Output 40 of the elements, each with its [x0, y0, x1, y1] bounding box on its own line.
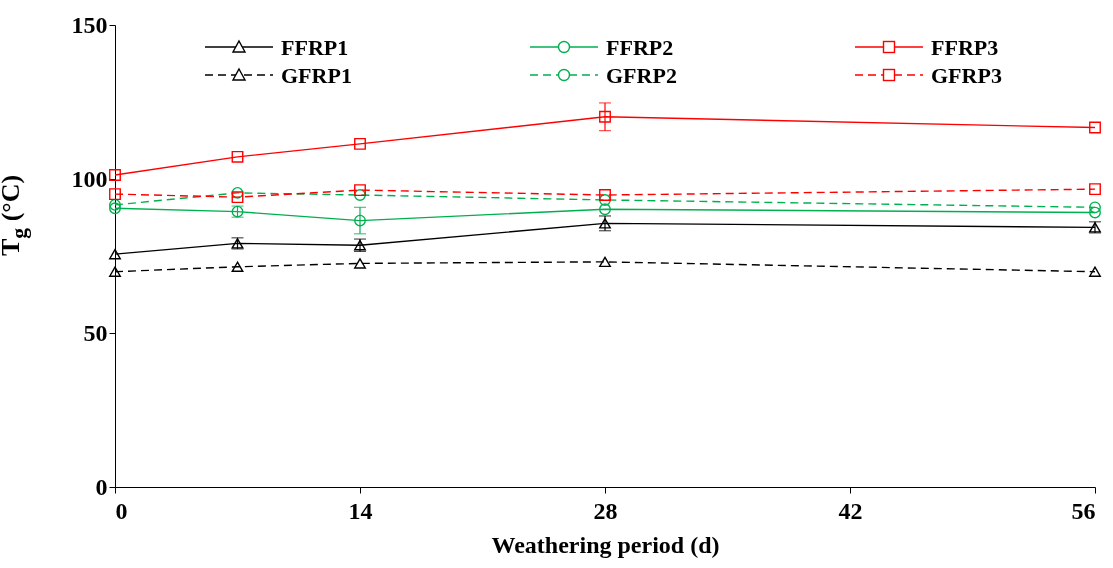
x-tick-label: 56	[1071, 497, 1096, 524]
point	[231, 186, 244, 199]
x-tick-label: 28	[593, 497, 618, 524]
point	[231, 150, 244, 163]
point	[599, 256, 611, 268]
point	[354, 214, 366, 227]
point	[599, 110, 611, 123]
y-tick-label: 50	[83, 319, 108, 346]
y-tick-label: 150	[71, 11, 108, 38]
point	[109, 169, 121, 181]
y-tick-label: 0	[95, 473, 108, 500]
point	[1089, 183, 1101, 196]
point	[354, 137, 366, 150]
point	[1089, 201, 1101, 214]
point	[354, 258, 366, 269]
legend-label: GFRP1	[281, 63, 352, 88]
legend-label: FFRP1	[281, 35, 349, 60]
legend-label: FFRP3	[931, 35, 999, 60]
y-tick-label: 100	[71, 165, 108, 192]
point	[109, 202, 121, 215]
x-tick-label: 42	[838, 497, 863, 524]
point	[599, 194, 611, 206]
point	[599, 189, 611, 201]
legend-label: FFRP2	[606, 35, 674, 60]
point	[109, 266, 121, 277]
point	[1089, 266, 1101, 277]
point	[231, 261, 244, 273]
point	[354, 184, 366, 197]
x-axis-title: Weathering period (d)	[491, 531, 720, 558]
point	[109, 248, 121, 260]
point	[1089, 206, 1101, 219]
legend-label: GFRP2	[606, 63, 677, 88]
point	[231, 191, 244, 204]
point	[109, 188, 121, 201]
x-tick-label: 14	[348, 497, 373, 524]
x-tick-label: 0	[115, 497, 128, 524]
point	[599, 203, 611, 216]
point	[354, 189, 366, 201]
point	[1089, 121, 1101, 134]
legend-label: GFRP3	[931, 63, 1002, 88]
